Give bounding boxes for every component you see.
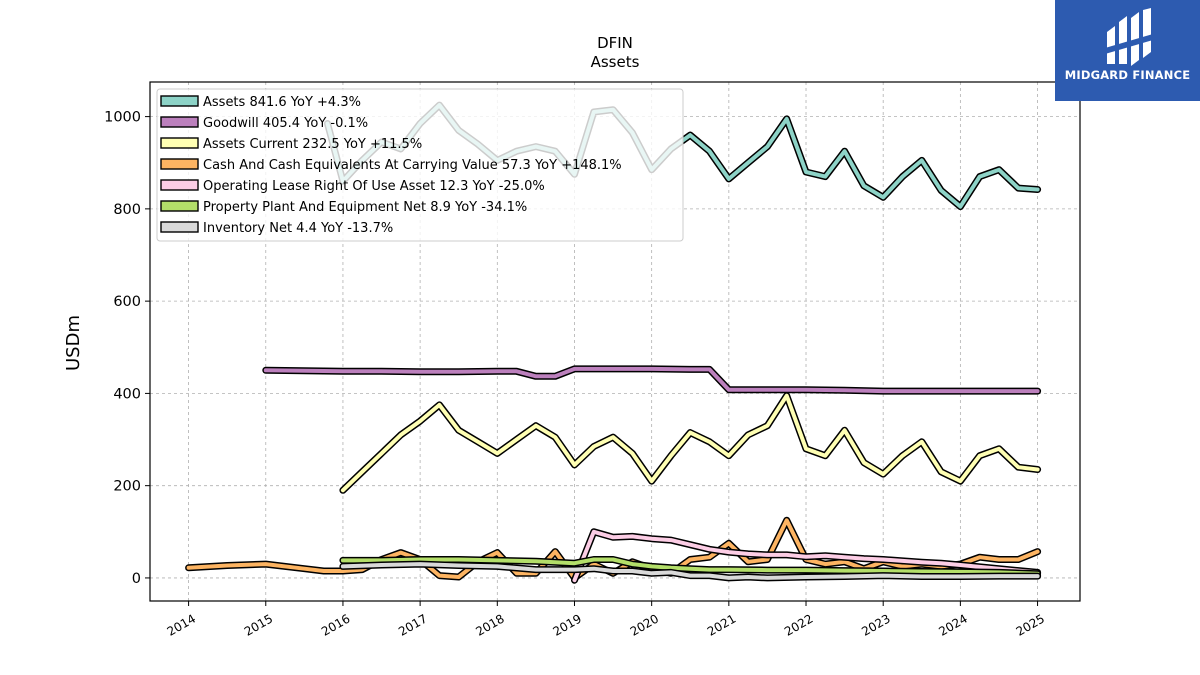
y-tick-label: 200 xyxy=(113,479,141,495)
x-tick-label: 2024 xyxy=(936,611,969,638)
legend-swatch xyxy=(160,200,199,212)
series-line xyxy=(340,562,1040,580)
logo-mark-icon xyxy=(1105,8,1153,66)
legend-swatch xyxy=(160,137,199,149)
series-line xyxy=(340,557,1040,576)
y-axis: 0 200 400 600 800 1000 xyxy=(104,110,150,587)
y-tick-label: 1000 xyxy=(104,110,141,126)
series-outline xyxy=(339,392,1042,494)
y-tick-label: 400 xyxy=(113,386,141,402)
legend-swatch xyxy=(160,95,199,107)
legend-label: Property Plant And Equipment Net 8.9 YoY… xyxy=(203,200,527,215)
x-tick-label: 2023 xyxy=(859,611,892,638)
logo-text: MIDGARD FINANCE xyxy=(1064,68,1191,82)
x-tick-label: 2021 xyxy=(705,611,738,638)
y-tick-label: 600 xyxy=(113,294,141,310)
y-tick-label: 0 xyxy=(132,571,141,587)
legend-swatch xyxy=(160,116,199,128)
legend-label: Operating Lease Right Of Use Asset 12.3 … xyxy=(203,179,545,194)
legend-label: Cash And Cash Equivalents At Carrying Va… xyxy=(203,158,622,173)
legend-label: Inventory Net 4.4 YoY -13.7% xyxy=(203,221,393,236)
legend-swatch xyxy=(160,158,199,170)
series-line xyxy=(263,366,1040,394)
legend-swatch xyxy=(160,179,199,191)
x-tick-label: 2018 xyxy=(473,611,506,638)
legend-label: Assets Current 232.5 YoY +11.5% xyxy=(203,137,422,152)
x-tick-label: 2017 xyxy=(396,611,429,638)
legend-label: Goodwill 405.4 YoY -0.1% xyxy=(203,116,368,131)
x-tick-label: 2020 xyxy=(628,611,661,638)
x-tick-label: 2019 xyxy=(551,611,584,638)
legend-label: Assets 841.6 YoY +4.3% xyxy=(203,95,361,110)
y-axis-label: USDm xyxy=(63,315,84,371)
x-tick-label: 2014 xyxy=(165,611,198,638)
chart-subtitle: Assets xyxy=(591,53,640,71)
legend: Assets 841.6 YoY +4.3% Goodwill 405.4 YoY… xyxy=(156,88,684,242)
y-tick-label: 800 xyxy=(113,202,141,218)
x-tick-label: 2015 xyxy=(242,611,275,638)
chart-title: DFIN xyxy=(597,34,633,52)
x-axis: 2014 2015 2016 2017 2018 2019 2020 2021 2022 2023… xyxy=(165,601,1047,639)
legend-swatch xyxy=(160,221,199,233)
x-tick-label: 2016 xyxy=(319,611,352,638)
series-line xyxy=(572,529,1040,583)
plot-area-frame xyxy=(149,81,1081,602)
x-tick-label: 2025 xyxy=(1014,611,1047,638)
series-line xyxy=(340,393,1040,493)
legend-box xyxy=(156,88,684,242)
x-tick-label: 2022 xyxy=(782,611,815,638)
brand-logo: MIDGARD FINANCE xyxy=(1055,0,1200,101)
